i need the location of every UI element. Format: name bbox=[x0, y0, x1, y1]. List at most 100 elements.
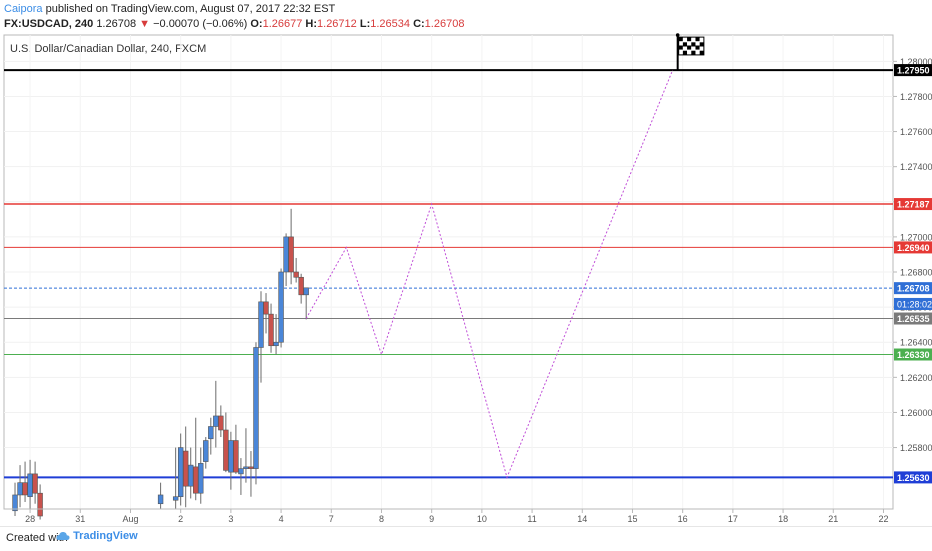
x-tick-label: 17 bbox=[728, 514, 738, 524]
price-level-tag bbox=[894, 241, 932, 254]
y-tick-label: 1.26800 bbox=[900, 268, 932, 278]
brand-name: TradingView bbox=[73, 530, 138, 542]
cloud-icon bbox=[56, 532, 70, 541]
symbol-label[interactable]: FX:USDCAD, 240 bbox=[4, 18, 94, 30]
flag-square bbox=[687, 41, 692, 46]
x-tick-label: 14 bbox=[577, 514, 587, 524]
y-tick-label: 1.26000 bbox=[900, 408, 932, 418]
y-tick-label: 1.27000 bbox=[900, 232, 932, 242]
x-tick-label: Aug bbox=[122, 514, 138, 524]
y-tick-label: 1.27600 bbox=[900, 127, 932, 137]
x-tick-label: 11 bbox=[527, 514, 536, 524]
x-tick-label: 7 bbox=[329, 514, 334, 524]
footer: Created with TradingView bbox=[0, 526, 932, 551]
price-change: −0.00070 (−0.06%) bbox=[153, 18, 248, 30]
price-level-value: 1.26535 bbox=[897, 314, 930, 324]
y-tick-label: 1.25800 bbox=[900, 443, 932, 453]
price-level-tag bbox=[894, 348, 932, 361]
candle-down bbox=[263, 301, 269, 315]
price-level-tag bbox=[894, 198, 932, 211]
candle-down bbox=[288, 236, 294, 273]
price-axis[interactable]: 1.258001.260001.262001.264001.266001.268… bbox=[893, 57, 932, 484]
x-tick-label: 15 bbox=[627, 514, 637, 524]
flag-square bbox=[682, 50, 688, 55]
price-chart[interactable]: U.S. Dollar/Canadian Dollar, 240, FXCM 1… bbox=[0, 33, 932, 526]
candle-down bbox=[193, 466, 199, 494]
y-tick-label: 1.27400 bbox=[900, 162, 932, 172]
x-tick-label: 31 bbox=[75, 514, 85, 524]
candle-up bbox=[228, 440, 234, 473]
candle-down bbox=[233, 440, 239, 473]
flag-square bbox=[699, 50, 704, 55]
flag-square bbox=[691, 46, 696, 51]
flag-square bbox=[695, 37, 700, 42]
candle-up bbox=[198, 463, 204, 494]
candle-up bbox=[278, 271, 284, 343]
candle-down bbox=[22, 482, 28, 496]
flag-knob bbox=[675, 33, 680, 37]
x-tick-label: 16 bbox=[678, 514, 688, 524]
candle-up bbox=[283, 236, 289, 273]
x-tick-label: 28 bbox=[25, 514, 35, 524]
candle-up bbox=[243, 466, 249, 469]
open-value: 1.26677 bbox=[262, 18, 303, 30]
flag-square bbox=[687, 45, 692, 50]
candle-down bbox=[268, 313, 274, 347]
grid bbox=[4, 35, 893, 509]
flag-square bbox=[678, 49, 683, 54]
x-tick-label: 21 bbox=[828, 514, 838, 524]
author-link[interactable]: Caipora bbox=[4, 3, 43, 15]
x-tick-label: 3 bbox=[228, 514, 233, 524]
flag-square bbox=[691, 38, 696, 43]
flag-square bbox=[682, 42, 688, 47]
flag-square bbox=[687, 49, 692, 54]
candles bbox=[12, 208, 309, 520]
candle-up bbox=[172, 496, 179, 501]
candle-down bbox=[183, 450, 189, 487]
x-tick-label: 2 bbox=[178, 514, 183, 524]
flag-square bbox=[682, 38, 688, 43]
price-level-value: 1.26708 bbox=[897, 284, 930, 294]
low-label: L: bbox=[359, 18, 371, 30]
down-arrow-icon: ▼ bbox=[139, 18, 151, 30]
projection-line bbox=[305, 69, 674, 479]
high-label: H: bbox=[305, 18, 318, 30]
tradingview-logo[interactable]: TradingView bbox=[56, 530, 138, 542]
price-level-value: 1.26940 bbox=[897, 243, 930, 253]
candle-up bbox=[177, 447, 184, 498]
price-level-tag bbox=[894, 312, 932, 325]
checkered-flag-icon bbox=[675, 33, 705, 71]
candle-down bbox=[248, 466, 254, 469]
open-label: O: bbox=[250, 18, 263, 30]
x-tick-label: 22 bbox=[878, 514, 888, 524]
candle-up bbox=[208, 426, 214, 440]
flag-square bbox=[691, 42, 696, 47]
candle-up bbox=[258, 301, 264, 348]
candle-up bbox=[17, 482, 23, 496]
y-tick-label: 1.26200 bbox=[900, 373, 932, 383]
countdown-value: 01:28:02 bbox=[897, 299, 932, 309]
flag-square bbox=[695, 41, 700, 46]
price-level-tag bbox=[894, 282, 932, 295]
candle-up bbox=[303, 287, 309, 296]
candle-up bbox=[273, 341, 279, 347]
last-price: 1.26708 bbox=[96, 18, 137, 30]
chart-header: Caipora published on TradingView.com, Au… bbox=[0, 0, 932, 33]
flag-outline bbox=[678, 36, 705, 56]
candle-up bbox=[188, 464, 194, 487]
candle-up bbox=[213, 415, 219, 427]
price-level-tag bbox=[894, 471, 932, 484]
flag-square bbox=[678, 45, 683, 50]
candle-down bbox=[37, 492, 43, 517]
time-axis[interactable]: 28 31 Aug 2 3 4 7 8 9 10 11 14 15 16 17 18 21 22 bbox=[4, 508, 893, 524]
x-tick-label: 9 bbox=[429, 514, 434, 524]
flag-square bbox=[691, 50, 696, 55]
high-value: 1.26712 bbox=[317, 18, 357, 30]
candle-down bbox=[298, 276, 304, 296]
projection-path bbox=[305, 69, 674, 479]
y-tick-label: 1.27800 bbox=[900, 92, 932, 102]
price-level-value: 1.27950 bbox=[897, 66, 930, 76]
candle-up bbox=[157, 494, 164, 505]
horizontal-levels bbox=[4, 69, 893, 479]
ohlc-readout: FX:USDCAD, 240 1.26708 ▼ −0.00070 (−0.06… bbox=[4, 18, 464, 30]
